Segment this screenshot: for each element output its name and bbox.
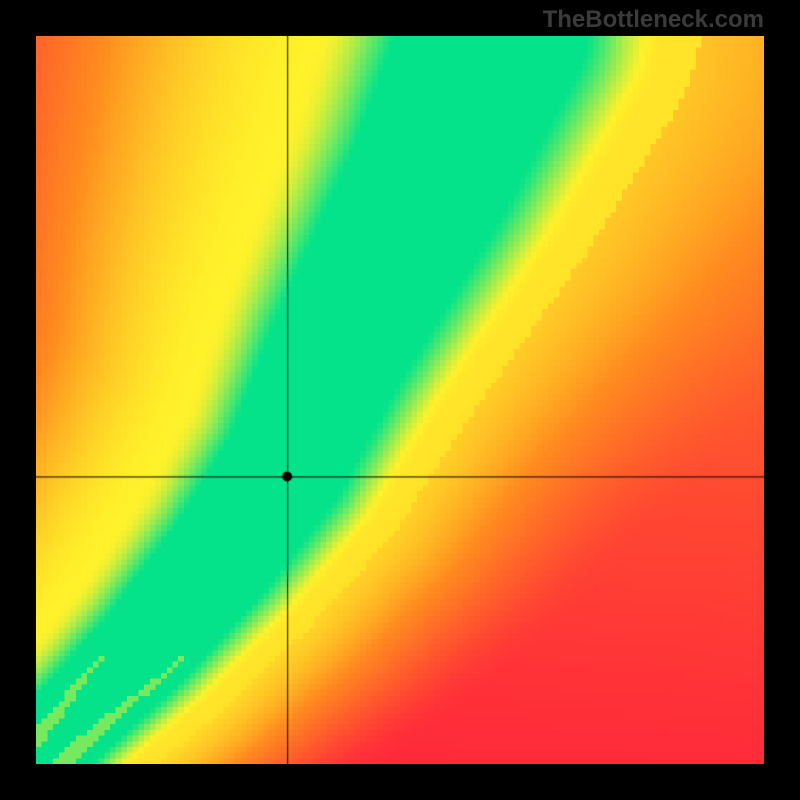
chart-container: TheBottleneck.com	[0, 0, 800, 800]
watermark-text: TheBottleneck.com	[543, 6, 764, 34]
bottleneck-heatmap	[36, 36, 764, 764]
